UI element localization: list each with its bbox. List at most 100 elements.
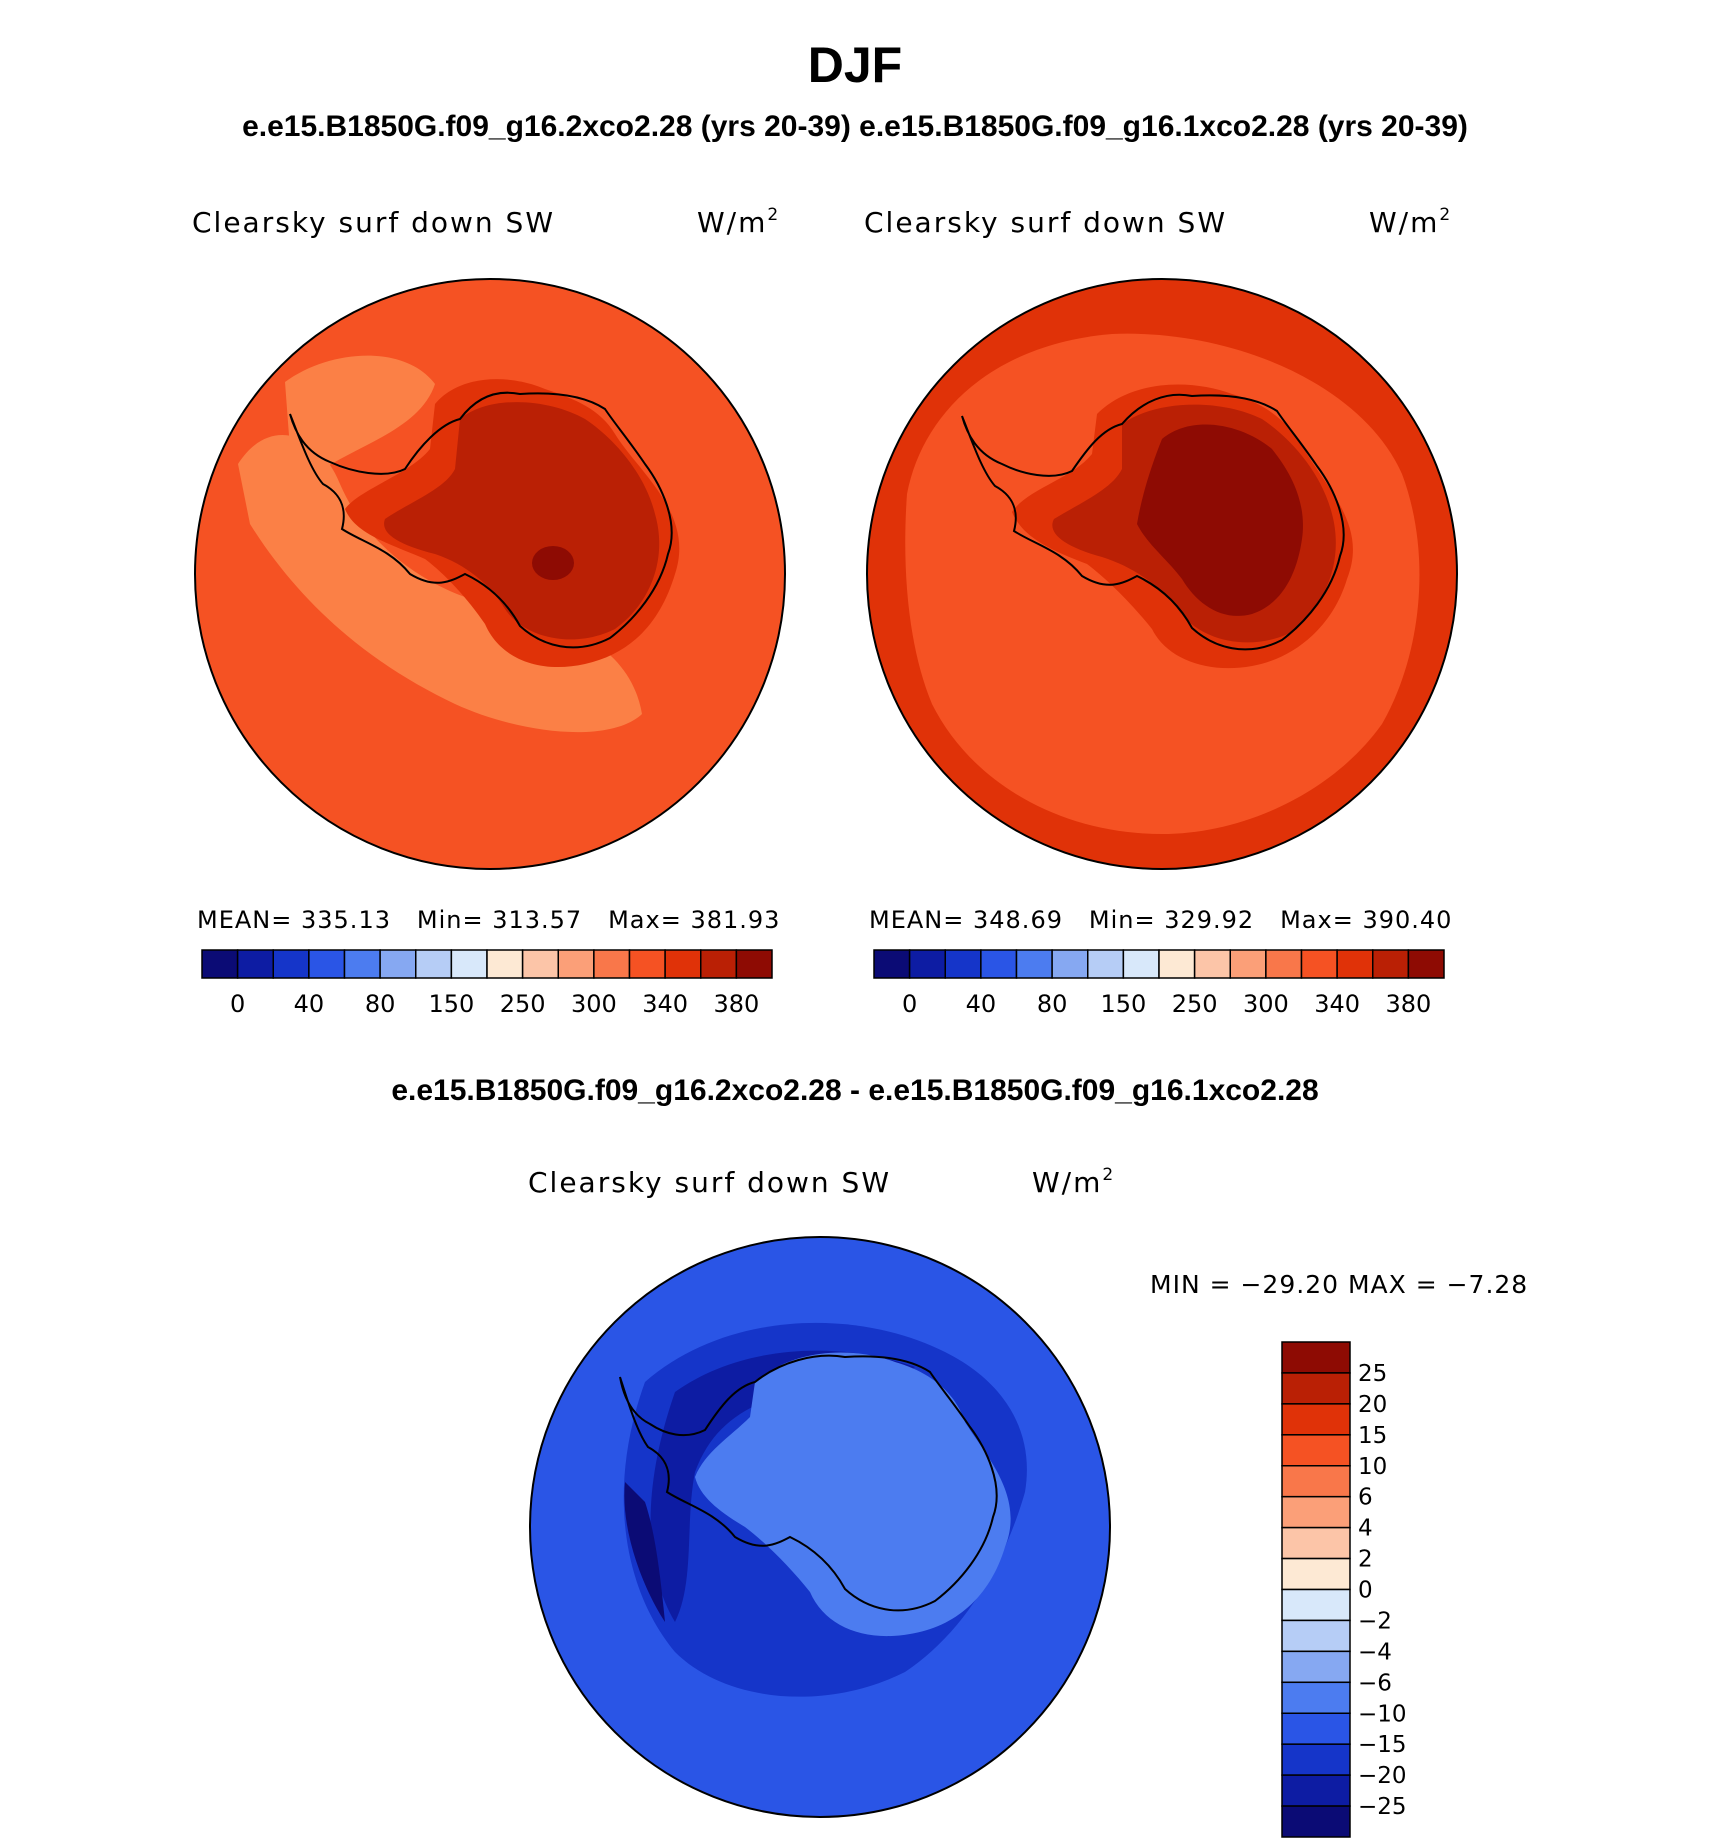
panel2-antarctica-coastline bbox=[961, 393, 1345, 651]
colorbar-swatch bbox=[1015, 949, 1053, 979]
colorbar-swatch bbox=[1281, 1743, 1351, 1776]
colorbar-swatch bbox=[944, 949, 982, 979]
colorbar-swatch bbox=[980, 949, 1018, 979]
panel1-band-light-nw bbox=[285, 355, 435, 474]
colorbar-tick-label: 80 bbox=[1037, 990, 1068, 1018]
colorbar-swatch bbox=[1087, 949, 1125, 979]
colorbar-swatch bbox=[379, 949, 417, 979]
colorbar-swatch bbox=[308, 949, 346, 979]
season-title: DJF bbox=[807, 37, 903, 93]
colorbar-tick-label: 250 bbox=[500, 990, 546, 1018]
diff-minmax-text: MIN = −29.20 MAX = −7.28 bbox=[1150, 1270, 1529, 1299]
colorbar-swatch bbox=[1281, 1495, 1351, 1529]
colorbar-swatch bbox=[521, 949, 559, 979]
colorbar-tick-label: 10 bbox=[1358, 1454, 1387, 1480]
colorbar-swatch bbox=[486, 949, 524, 979]
panel1-dome-maximum bbox=[532, 546, 574, 580]
colorbar-tick-label: 250 bbox=[1172, 990, 1218, 1018]
colorbar-swatch bbox=[1281, 1712, 1351, 1745]
colorbar-swatch bbox=[628, 949, 666, 979]
colorbar-tick-label: 2 bbox=[1358, 1547, 1373, 1573]
diff-units-label: W/m2 bbox=[1032, 1164, 1116, 1199]
panel2-polar-map bbox=[866, 278, 1458, 870]
colorbar-tick-label: 4 bbox=[1358, 1516, 1373, 1542]
panel1-units-label: W/m2 bbox=[697, 204, 781, 239]
colorbar-tick-label: 380 bbox=[1385, 990, 1431, 1018]
colorbar-tick-label: −6 bbox=[1358, 1670, 1392, 1696]
colorbar-swatch bbox=[1281, 1434, 1351, 1467]
panel2-colorbar: 0 40 80 150 250 300 340 380 bbox=[873, 949, 1445, 1018]
colorbar-tick-label: 300 bbox=[1243, 990, 1289, 1018]
diff-polar-map bbox=[529, 1236, 1111, 1818]
colorbar-tick-label: 40 bbox=[966, 990, 997, 1018]
panel2-interior-maximum bbox=[1137, 424, 1303, 616]
colorbar-swatch bbox=[415, 949, 453, 979]
panel1-colorbar: 0 40 80 150 250 300 340 380 bbox=[201, 949, 773, 1018]
colorbar-tick-label: −4 bbox=[1358, 1639, 1392, 1665]
colorbar-tick-label: 340 bbox=[642, 990, 688, 1018]
colorbar-swatch bbox=[908, 949, 946, 979]
colorbar-tick-label: −25 bbox=[1358, 1794, 1407, 1820]
colorbar-tick-label: 80 bbox=[365, 990, 396, 1018]
colorbar-swatch bbox=[873, 949, 911, 979]
colorbar-swatch bbox=[593, 949, 631, 979]
colorbar-swatch bbox=[1281, 1681, 1351, 1714]
colorbar-swatch bbox=[1229, 949, 1267, 979]
colorbar-swatch bbox=[700, 949, 738, 979]
diff-antarctica-coastline bbox=[619, 1354, 998, 1612]
colorbar-tick-label: 6 bbox=[1358, 1485, 1373, 1511]
colorbar-swatch bbox=[343, 949, 381, 979]
colorbar-swatch bbox=[1158, 949, 1196, 979]
colorbar-swatch bbox=[1281, 1341, 1351, 1374]
colorbar-swatch bbox=[1372, 949, 1410, 979]
colorbar-tick-label: 0 bbox=[1358, 1578, 1373, 1604]
colorbar-tick-label: −2 bbox=[1358, 1608, 1392, 1634]
cases-title: e.e15.B1850G.f09_g16.2xco2.28 (yrs 20-39… bbox=[242, 110, 1468, 143]
colorbar-swatch bbox=[1281, 1372, 1351, 1405]
colorbar-tick-label: −15 bbox=[1358, 1732, 1407, 1758]
panel2-map-border bbox=[866, 278, 1458, 870]
panel2-stats: MEAN= 348.69 Min= 329.92 Max= 390.40 bbox=[869, 906, 1453, 934]
colorbar-swatch bbox=[1193, 949, 1231, 979]
colorbar-tick-label: 300 bbox=[571, 990, 617, 1018]
colorbar-swatch bbox=[1051, 949, 1089, 979]
colorbar-tick-label: 150 bbox=[428, 990, 474, 1018]
colorbar-tick-label: 25 bbox=[1358, 1361, 1387, 1387]
colorbar-swatch bbox=[1281, 1526, 1351, 1560]
panel2-units-label: W/m2 bbox=[1369, 204, 1453, 239]
colorbar-swatch bbox=[1300, 949, 1338, 979]
colorbar-tick-label: 0 bbox=[230, 990, 245, 1018]
colorbar-swatch bbox=[1281, 1805, 1351, 1838]
colorbar-swatch bbox=[664, 949, 702, 979]
colorbar-tick-label: −20 bbox=[1358, 1763, 1407, 1789]
panel1-polar-map bbox=[194, 278, 786, 870]
colorbar-swatch bbox=[1407, 949, 1445, 979]
colorbar-tick-label: −10 bbox=[1358, 1701, 1407, 1727]
colorbar-swatch bbox=[1281, 1650, 1351, 1684]
colorbar-swatch bbox=[201, 949, 239, 979]
panel1-variable-label: Clearsky surf down SW bbox=[192, 206, 556, 239]
colorbar-swatch bbox=[1281, 1774, 1351, 1807]
panel1-map-border bbox=[194, 278, 786, 870]
colorbar-swatch bbox=[1336, 949, 1374, 979]
colorbar-tick-label: 0 bbox=[902, 990, 917, 1018]
colorbar-tick-label: 340 bbox=[1314, 990, 1360, 1018]
colorbar-swatch bbox=[1281, 1403, 1351, 1436]
colorbar-tick-label: 40 bbox=[294, 990, 325, 1018]
colorbar-swatch bbox=[236, 949, 274, 979]
colorbar-swatch bbox=[1281, 1557, 1351, 1591]
diff-continent-fill bbox=[695, 1352, 1011, 1637]
panel1-antarctica-coastline bbox=[289, 391, 673, 649]
colorbar-swatch bbox=[1281, 1619, 1351, 1653]
colorbar-tick-label: 150 bbox=[1100, 990, 1146, 1018]
colorbar-swatch bbox=[735, 949, 773, 979]
colorbar-swatch bbox=[1281, 1465, 1351, 1498]
diff-map-border bbox=[529, 1236, 1111, 1818]
colorbar-tick-label: 20 bbox=[1358, 1392, 1387, 1418]
colorbar-swatch bbox=[1122, 949, 1160, 979]
difference-title: e.e15.B1850G.f09_g16.2xco2.28 - e.e15.B1… bbox=[391, 1074, 1319, 1107]
colorbar-swatch bbox=[557, 949, 595, 979]
diff-variable-label: Clearsky surf down SW bbox=[528, 1166, 892, 1199]
panel2-variable-label: Clearsky surf down SW bbox=[864, 206, 1228, 239]
